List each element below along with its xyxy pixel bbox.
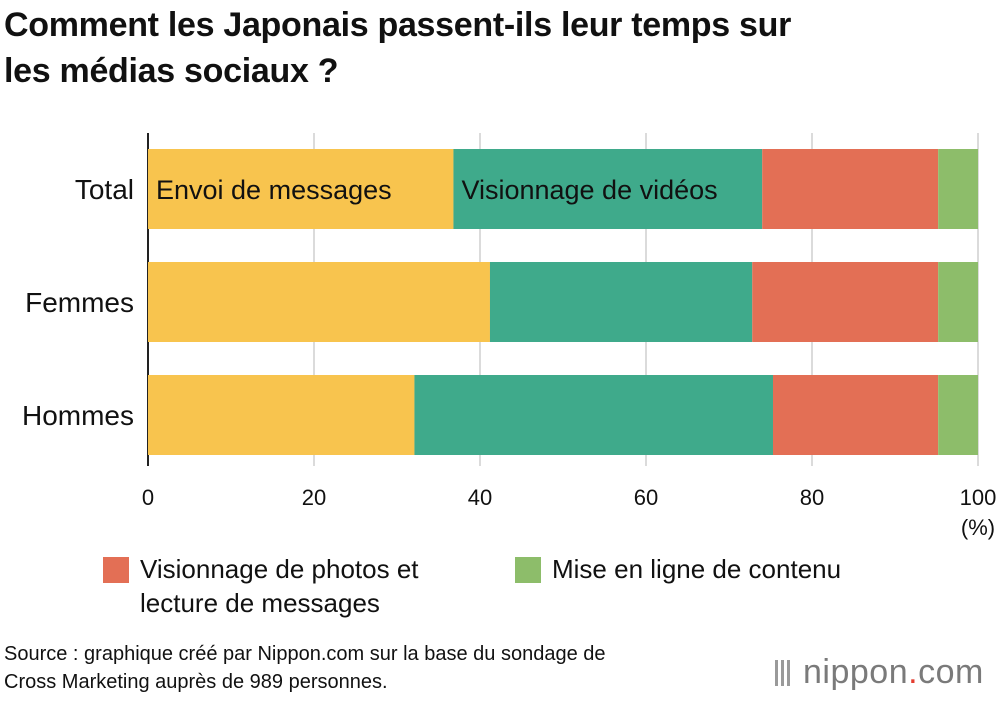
legend-item-upload: Mise en ligne de contenu — [515, 552, 935, 588]
bar-total-series-1 — [148, 149, 454, 229]
in-bar-label-series-2: Visionnage de vidéos — [461, 175, 717, 205]
nippon-logo-suffix: com — [918, 653, 984, 691]
category-label-femmes: Femmes — [25, 287, 134, 318]
x-tick-label-100: 100 — [960, 485, 997, 510]
nippon-logo-name: nippon — [803, 653, 909, 691]
chart-title: Comment les Japonais passent-ils leur te… — [4, 2, 984, 94]
bar-hommes-series-1 — [148, 375, 415, 455]
legend-label-photos: Visionnage de photos et lecture de messa… — [140, 552, 419, 620]
chart-bars — [148, 149, 978, 455]
category-label-hommes: Hommes — [22, 400, 134, 431]
x-tick-label-20: 20 — [302, 485, 326, 510]
nippon-logo-dot: . — [908, 653, 919, 691]
source-note-line-2: Cross Marketing auprès de 989 personnes. — [4, 671, 388, 693]
bar-total-series-4 — [938, 149, 978, 229]
legend-label-upload: Mise en ligne de contenu — [552, 552, 841, 586]
legend-label-photos-line-1: Visionnage de photos et — [140, 554, 419, 584]
bar-femmes-series-2 — [489, 262, 753, 342]
legend-swatch-photos — [103, 557, 129, 583]
x-tick-label-80: 80 — [800, 485, 824, 510]
in-bar-labels: Envoi de messages Visionnage de vidéos — [156, 175, 718, 205]
legend-swatch-upload — [515, 557, 541, 583]
category-axis-labels: Total Femmes Hommes — [22, 174, 134, 431]
bar-femmes-series-3 — [752, 262, 939, 342]
bar-total-series-2 — [453, 149, 763, 229]
source-note: Source : graphique créé par Nippon.com s… — [4, 640, 606, 696]
chart-title-line-2: les médias sociaux ? — [4, 52, 339, 90]
stacked-bar-chart: Total Femmes Hommes 0 20 40 60 80 100 (%) Envoi … — [22, 133, 996, 540]
legend-item-photos: Visionnage de photos et lecture de messa… — [103, 552, 503, 624]
bar-hommes-series-3 — [772, 375, 939, 455]
x-tick-label-60: 60 — [634, 485, 658, 510]
x-axis-unit: (%) — [961, 515, 995, 540]
bar-hommes-series-4 — [938, 375, 978, 455]
legend-label-photos-line-2: lecture de messages — [140, 588, 380, 618]
bar-total-series-3 — [762, 149, 939, 229]
bar-femmes-series-4 — [938, 262, 978, 342]
x-tick-label-0: 0 — [142, 485, 154, 510]
in-bar-label-series-1: Envoi de messages — [156, 175, 392, 205]
value-axis-ticks: 0 20 40 60 80 100 (%) — [142, 485, 996, 540]
bar-hommes-series-2 — [414, 375, 773, 455]
legend-label-upload-line-1: Mise en ligne de contenu — [552, 554, 842, 584]
x-tick-label-40: 40 — [468, 485, 492, 510]
bar-femmes-series-1 — [148, 262, 490, 342]
source-note-line-1: Source : graphique créé par Nippon.com s… — [4, 643, 606, 665]
nippon-logo-mark-icon — [775, 660, 797, 686]
chart-title-line-1: Comment les Japonais passent-ils leur te… — [4, 6, 792, 44]
category-label-total: Total — [75, 174, 134, 205]
nippon-logo-wordmark: nippon.com — [803, 652, 984, 692]
